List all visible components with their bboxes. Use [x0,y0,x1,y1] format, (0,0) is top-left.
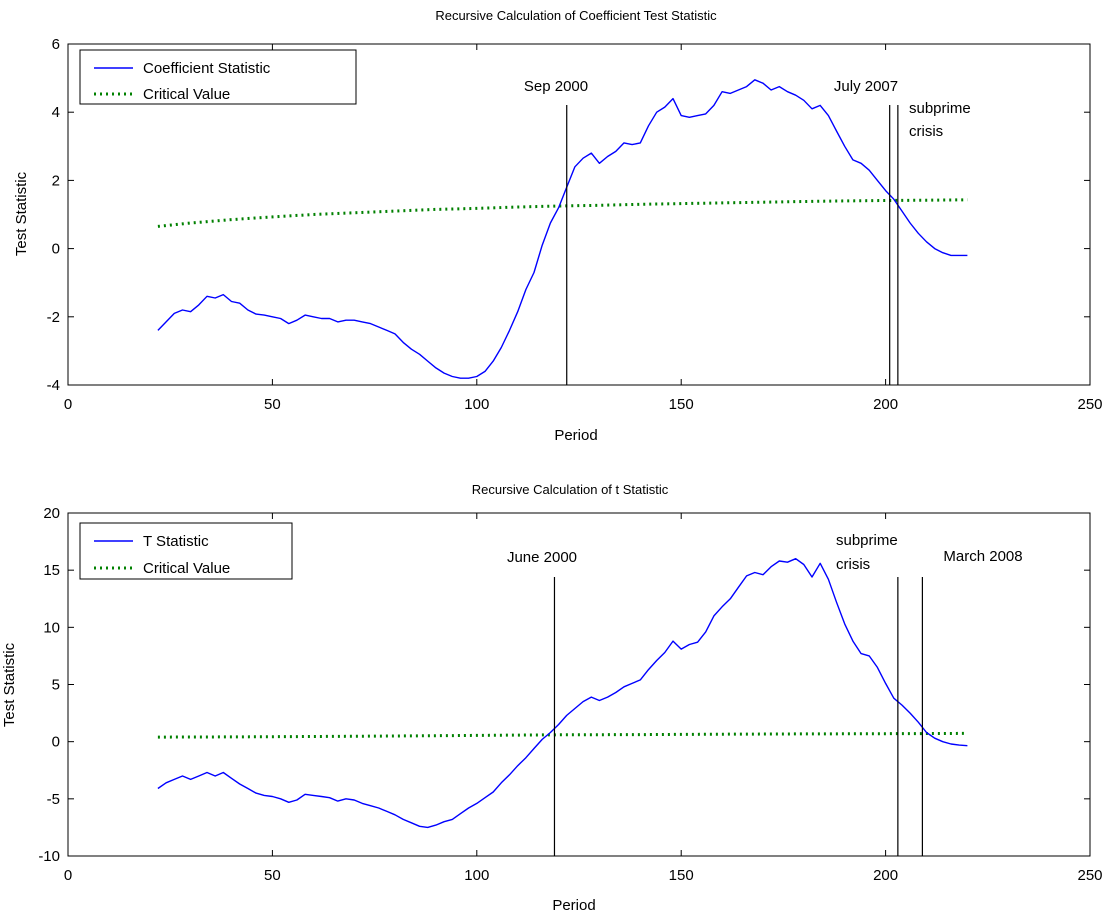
series-line-critical-value [157,198,968,228]
annotation-sep-2000: Sep 2000 [524,78,588,95]
legend-label-coefficient: Coefficient Statistic [143,60,271,77]
y-tick-label: -10 [38,848,60,865]
annotation-march-2008: March 2008 [943,548,1022,565]
x-tick-label: 0 [64,396,72,413]
y-tick-label: 0 [52,241,60,258]
y-tick-label: -2 [47,309,60,326]
y-tick-label: 15 [43,562,60,579]
annotation-subprime: subprime [836,532,898,549]
annotation-july-2007: July 2007 [834,78,898,95]
x-tick-label: 200 [873,396,898,413]
x-axis-label: Period [552,897,595,914]
annotation-crisis: crisis [836,556,870,573]
legend-label-critical: Critical Value [143,560,230,577]
y-axis-ticks: -4 -2 0 2 4 6 [47,36,1090,394]
x-tick-label: 250 [1077,396,1102,413]
y-tick-label: 2 [52,172,60,189]
annotation-subprime: subprime [909,100,971,117]
legend-label-t-statistic: T Statistic [143,533,209,550]
x-tick-label: 100 [464,396,489,413]
chart-title: Recursive Calculation of Coefficient Tes… [435,8,717,23]
y-axis-label: Test Statistic [13,171,30,256]
y-tick-label: 5 [52,677,60,694]
x-axis-ticks: 0 50 100 150 200 250 [64,513,1103,884]
coefficient-chart: Recursive Calculation of Coefficient Tes… [13,8,1103,444]
t-statistic-chart: Recursive Calculation of t Statistic 0 50… [1,482,1103,914]
series-line-coefficient-statistic [157,79,968,379]
y-tick-label: 6 [52,36,60,53]
y-tick-label: -5 [47,791,60,808]
series-line-t-statistic [157,558,968,829]
x-tick-label: 150 [669,396,694,413]
chart-title: Recursive Calculation of t Statistic [472,482,669,497]
series-layer [157,79,968,379]
annotation-june-2000: June 2000 [507,549,577,566]
x-axis-ticks: 0 50 100 150 200 250 [64,44,1103,413]
y-axis-label: Test Statistic [1,642,18,727]
series-line-critical-value [157,731,968,739]
x-tick-label: 0 [64,867,72,884]
x-tick-label: 200 [873,867,898,884]
y-tick-label: 4 [52,104,60,121]
event-lines [553,577,923,856]
x-axis-label: Period [554,427,597,444]
x-tick-label: 100 [464,867,489,884]
x-tick-label: 250 [1077,867,1102,884]
legend-label-critical: Critical Value [143,86,230,103]
annotation-crisis: crisis [909,123,943,140]
x-tick-label: 50 [264,396,281,413]
event-lines [566,105,899,385]
y-tick-label: 0 [52,734,60,751]
y-tick-label: 20 [43,505,60,522]
legend: T Statistic Critical Value [79,522,293,580]
series-layer [157,558,968,829]
y-tick-label: 10 [43,619,60,636]
x-tick-label: 150 [669,867,694,884]
y-axis-ticks: -10 -5 0 5 10 15 20 [38,505,1090,865]
y-tick-label: -4 [47,377,60,394]
legend: Coefficient Statistic Critical Value [79,49,357,105]
x-tick-label: 50 [264,867,281,884]
